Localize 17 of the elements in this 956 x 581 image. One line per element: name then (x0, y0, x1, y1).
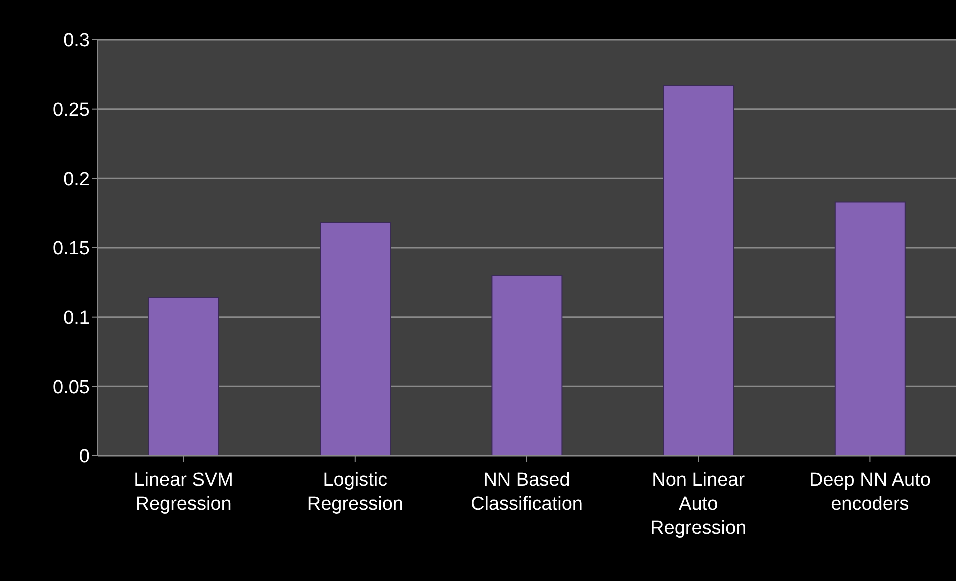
bar (148, 297, 220, 456)
y-tick-label: 0.1 (64, 308, 90, 330)
bar (834, 202, 906, 456)
x-tick-label: Linear SVM Regression (134, 470, 234, 515)
bar (320, 222, 392, 456)
x-tick-label: Logistic Regression (307, 470, 404, 515)
x-tick-label: Deep NN Auto encoders (809, 470, 931, 515)
y-tick-label: 0.25 (53, 100, 90, 122)
y-tick-label: 0.3 (64, 30, 90, 52)
y-tick-label: 0.15 (53, 238, 90, 260)
bar (663, 85, 734, 456)
x-tick-label: Non Linear Auto Regression (650, 470, 747, 539)
y-tick-label: 0.05 (53, 377, 90, 398)
y-tick-label: 0.2 (64, 169, 90, 190)
bar (492, 275, 563, 456)
x-tick-label: NN Based Classification (471, 470, 583, 515)
y-tick-label: 0 (79, 446, 90, 468)
